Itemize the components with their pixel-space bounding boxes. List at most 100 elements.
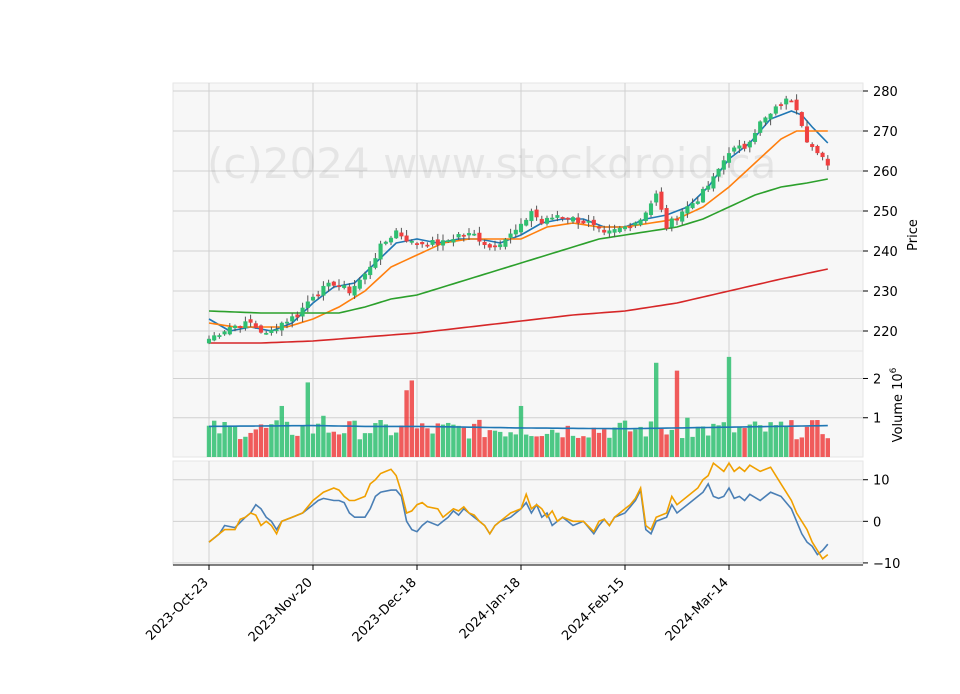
volume-bar xyxy=(347,421,352,457)
candle-body xyxy=(352,285,357,296)
oscillator-tick-label: 0 xyxy=(873,515,881,530)
volume-bar xyxy=(591,427,596,457)
candle-body xyxy=(763,117,768,123)
candle-body xyxy=(206,338,212,344)
candle-body xyxy=(264,332,269,335)
candle-body xyxy=(362,273,368,280)
candle-body xyxy=(555,215,560,218)
volume-gridlines xyxy=(173,351,863,457)
volume-tick-label: 2 xyxy=(873,372,881,387)
volume-bar xyxy=(784,425,789,457)
candle-body xyxy=(711,176,716,189)
volume-bar xyxy=(799,437,804,457)
candle-body xyxy=(373,258,378,268)
candle-body xyxy=(815,145,820,154)
candle-body xyxy=(290,316,295,322)
candle-body xyxy=(508,233,513,238)
candle-body xyxy=(721,160,726,170)
oscillator-tick-label: −10 xyxy=(873,557,900,572)
volume-bar xyxy=(789,420,794,457)
candle-body xyxy=(472,233,477,236)
volume-bar xyxy=(321,415,326,457)
candle-body xyxy=(778,104,784,106)
volume-bar xyxy=(368,433,373,457)
candle-body xyxy=(659,191,664,210)
candle-body xyxy=(622,226,628,230)
volume-bar xyxy=(628,431,633,457)
candle-body xyxy=(227,327,232,335)
candle-body xyxy=(700,188,706,203)
candle-body xyxy=(503,239,508,247)
candle-body xyxy=(451,239,456,243)
volume-bar xyxy=(737,426,742,457)
candle-body xyxy=(529,211,534,222)
moving-average-line-ma20 xyxy=(208,178,828,314)
price-tick-label: 270 xyxy=(873,125,898,140)
volume-bar xyxy=(680,438,685,457)
volume-bar xyxy=(357,439,362,457)
volume-bar xyxy=(222,422,227,457)
volume-bar xyxy=(284,421,290,457)
candle-body xyxy=(737,145,742,149)
volume-bar xyxy=(763,431,768,457)
oscillator-tick-label: 10 xyxy=(873,474,890,489)
candle-body xyxy=(461,234,466,237)
volume-bar xyxy=(716,425,721,457)
candle-body xyxy=(810,144,815,148)
date-tick-label: 2023-Nov-20 xyxy=(246,575,316,645)
volume-bar xyxy=(295,435,300,457)
volume-bar xyxy=(310,433,316,457)
volume-bar xyxy=(518,405,524,457)
volume-bar xyxy=(274,420,279,457)
volume-bar xyxy=(362,433,368,457)
candle-body xyxy=(758,121,763,133)
candle-body xyxy=(674,218,680,221)
candle-body xyxy=(628,226,633,229)
candle-body xyxy=(607,230,612,234)
volume-bar xyxy=(700,426,706,457)
candle-body xyxy=(648,203,654,215)
oscillator-panel: −10 0 10 xyxy=(172,460,900,572)
candle-body xyxy=(404,235,409,242)
volume-bar xyxy=(456,425,461,457)
candle-body xyxy=(238,326,243,328)
volume-bar xyxy=(446,422,451,457)
candle-body xyxy=(316,294,321,297)
candle-body xyxy=(570,217,576,222)
volume-bar xyxy=(498,431,503,457)
candle-body xyxy=(446,240,451,242)
candle-body xyxy=(378,243,383,260)
volume-tick-label: 1 xyxy=(873,412,881,427)
volume-bar xyxy=(258,424,264,457)
candle-body xyxy=(269,329,274,333)
candle-body xyxy=(243,321,248,329)
candle-body xyxy=(768,113,773,120)
candle-body xyxy=(581,220,586,224)
candle-body xyxy=(217,335,222,337)
candle-body xyxy=(513,229,518,235)
watermark-text: (c)2024 www.stockdroid.ca xyxy=(207,139,776,188)
price-tick-label: 260 xyxy=(873,165,898,180)
volume-bar xyxy=(420,423,425,457)
candle-body xyxy=(695,201,700,204)
volume-bar xyxy=(570,435,576,457)
price-tick-label: 220 xyxy=(873,325,898,340)
candle-body xyxy=(305,301,310,308)
volume-bar xyxy=(820,434,825,457)
volume-bar xyxy=(264,427,269,457)
volume-bar xyxy=(383,424,388,457)
volume-bar xyxy=(752,421,758,457)
volume-bar xyxy=(373,423,378,457)
candle-body xyxy=(222,331,227,335)
candle-body xyxy=(430,240,435,245)
candle-body xyxy=(742,143,747,149)
volume-bar xyxy=(305,382,310,457)
candle-body xyxy=(591,219,596,225)
volume-bar xyxy=(654,362,659,457)
volume-bar xyxy=(674,370,680,457)
candle-body xyxy=(284,321,290,324)
candle-body xyxy=(466,233,472,236)
volume-bar xyxy=(685,417,690,457)
candle-body xyxy=(258,325,264,333)
